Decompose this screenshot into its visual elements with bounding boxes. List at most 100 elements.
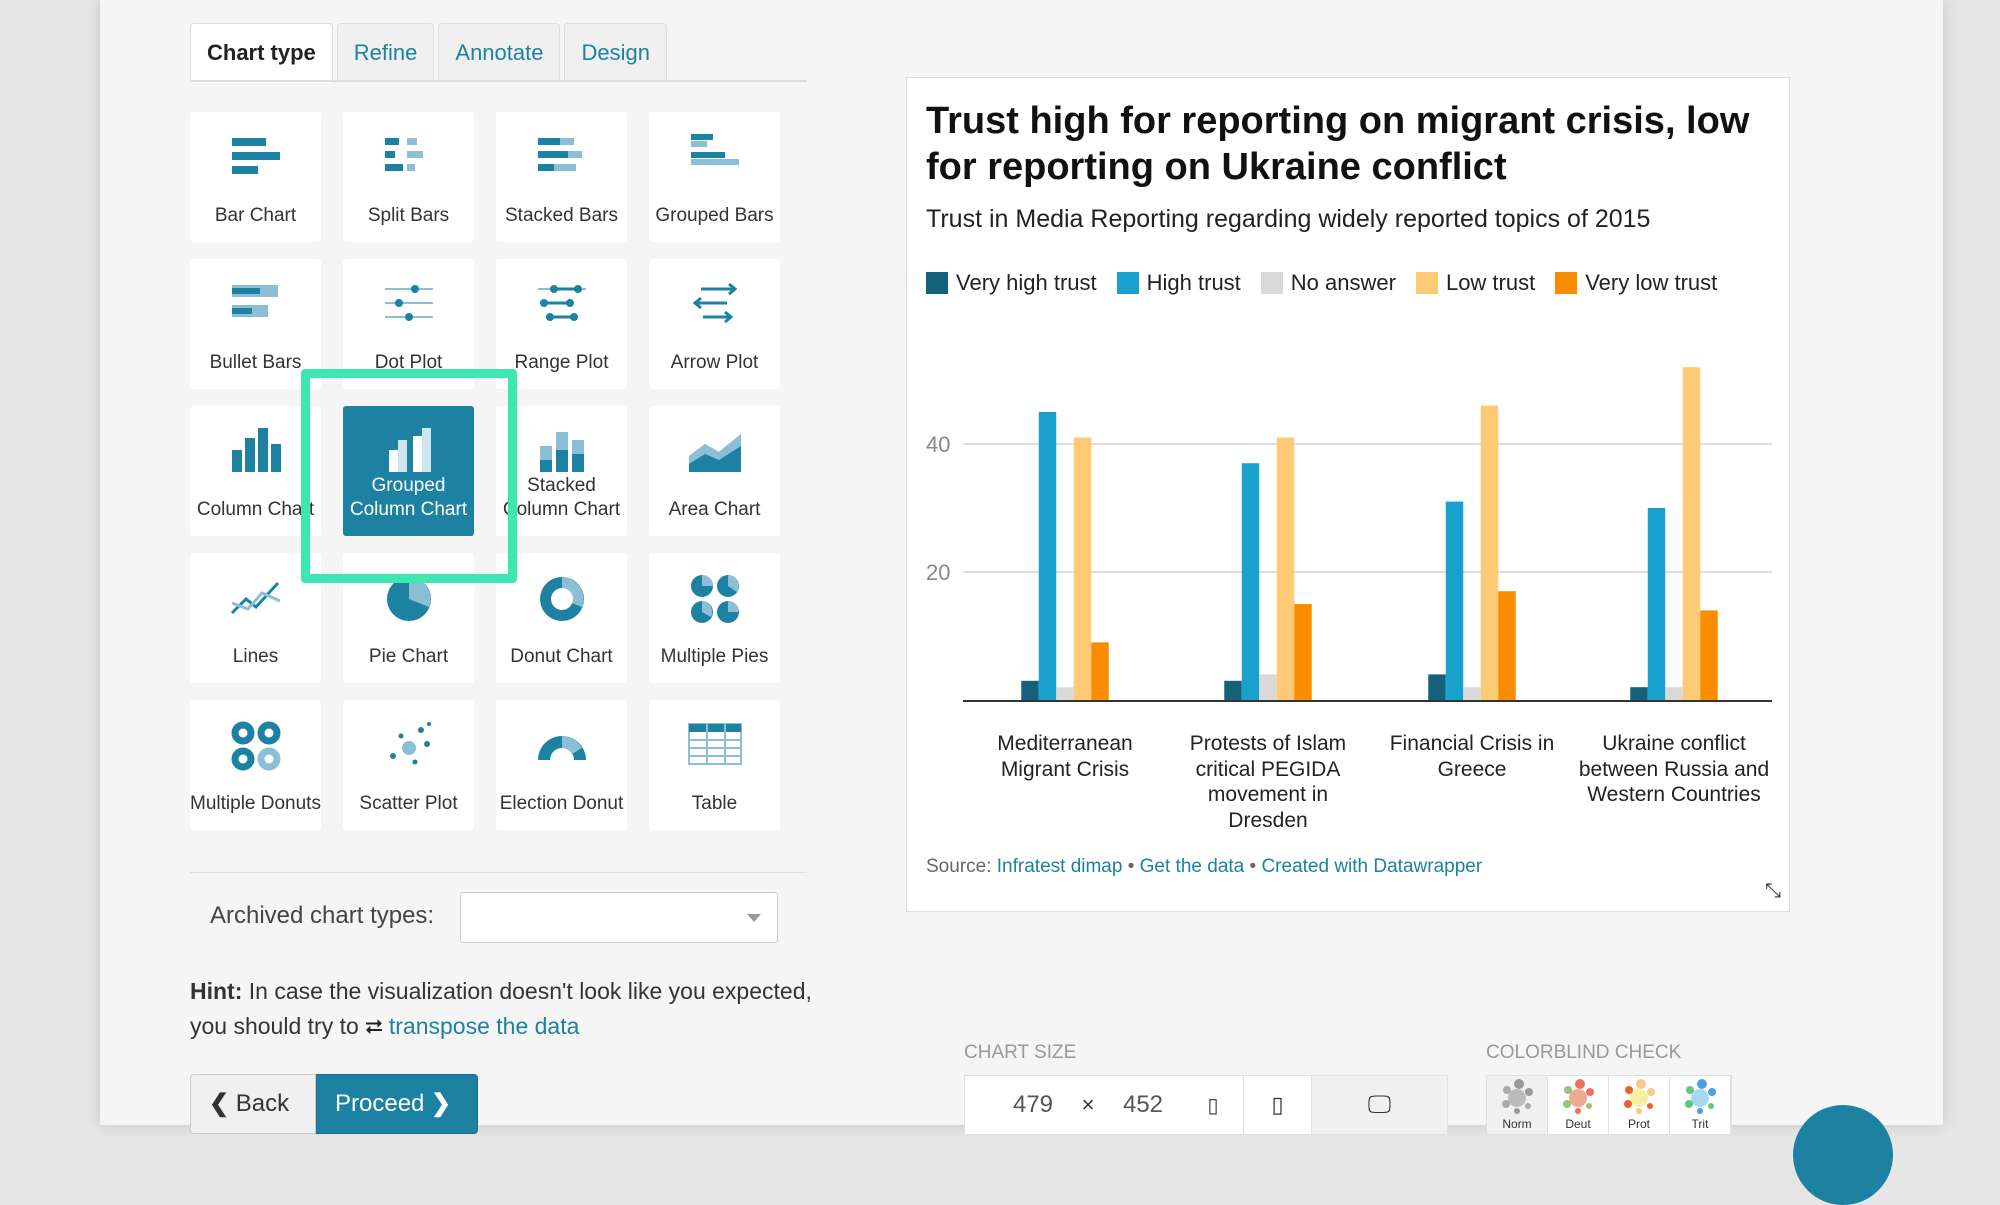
archived-label: Archived chart types: [210,902,435,929]
chart-type-label: Multiple Donuts [190,793,321,814]
archived-chart-types-select[interactable] [460,892,778,943]
tab-refine[interactable]: Refine [336,23,435,81]
colorblind-mode-label: Trit [1691,1117,1709,1131]
chart-type-split[interactable]: Split Bars [343,112,474,242]
get-data-link[interactable]: Get the data [1139,856,1245,877]
desktop-icon[interactable]: 🖵 [1311,1076,1447,1134]
help-button[interactable] [1793,1105,1893,1205]
chart-type-arrow[interactable]: Arrow Plot [649,259,780,389]
width-input[interactable]: 479 [1012,1091,1054,1118]
colorblind-mode-label: Prot [1627,1117,1650,1131]
phone-small-icon[interactable]: ▯ [1207,1094,1219,1117]
chart-type-bullet[interactable]: Bullet Bars [190,259,321,389]
chart-title: Trust high for reporting on migrant cris… [926,100,1750,188]
proceed-button[interactable]: Proceed ❯ [316,1074,478,1134]
chart-type-label: Split Bars [367,205,450,226]
legend-label: High trust [1146,270,1241,295]
chart-type-dot[interactable]: Dot Plot [343,259,474,389]
legend-swatch [1260,272,1283,294]
chart-type-donut[interactable]: Donut Chart [496,553,627,683]
chart-type-bar[interactable]: Bar Chart [190,112,321,242]
hint: Hint: In case the visualization doesn't … [190,974,830,1044]
back-button[interactable]: ❮ Back [190,1074,316,1134]
colorblind-dots-icon [1624,1079,1655,1114]
bar-very-high-trust [1630,687,1648,700]
legend-item: Low trust [1415,270,1536,296]
bar-very-low-trust [1498,591,1516,700]
colorblind-check: Norm Deut Prot Trit [1486,1075,1732,1135]
chart-type-label: Arrow Plot [670,352,759,373]
resize-handle-icon[interactable]: ⤡ [1765,880,1781,902]
chart-preview: Trust high for reporting on migrant cris… [906,77,1790,912]
height-input[interactable]: 452 [1122,1091,1164,1118]
chart-type-label: Election Donut [499,793,624,814]
step-tabs: Chart type Refine Annotate Design [190,23,667,83]
chart-type-label: Column Chart [196,499,315,520]
chart-subtitle: Trust in Media Reporting regarding widel… [926,205,1651,233]
chart-type-pie[interactable]: Pie Chart [343,553,474,683]
transpose-icon: ⮂ [365,1014,389,1039]
chart-type-column[interactable]: Column Chart [190,406,321,536]
chart-type-stacked[interactable]: Stacked Bars [496,112,627,242]
datawrapper-link[interactable]: Created with Datawrapper [1261,856,1483,877]
chart-type-lines[interactable]: Lines [190,553,321,683]
bar-no-answer [1463,687,1481,700]
tab-design[interactable]: Design [564,23,667,81]
chart-size-controls: 479 × 452 ▯ ▯ 🖵 [964,1075,1448,1135]
chart-type-edonut[interactable]: Election Donut [496,700,627,830]
tab-annotate[interactable]: Annotate [438,23,561,81]
colorblind-mode-norm[interactable]: Norm [1487,1076,1548,1134]
chart-type-area[interactable]: Area Chart [649,406,780,536]
chart-type-mpies[interactable]: Multiple Pies [649,553,780,683]
chart-type-label: Dot Plot [374,352,443,373]
chart-source: Source: Infratest dimap • Get the data •… [926,856,1482,878]
x-category-label: Financial Crisis in Greece [1389,732,1555,781]
chart-type-label: Bar Chart [214,205,297,226]
legend-swatch [1116,272,1139,294]
tab-divider [190,80,807,82]
colorblind-mode-prot[interactable]: Prot [1609,1076,1670,1134]
chart-type-scolumn[interactable]: Stacked Column Chart [496,406,627,536]
bar-very-high-trust [1224,680,1242,700]
colorblind-dots-icon [1685,1079,1716,1114]
chart-type-label: Lines [232,646,279,667]
source-link[interactable]: Infratest dimap [996,856,1123,877]
bar-low-trust [1276,437,1295,700]
legend-swatch [1415,272,1438,294]
legend-label: Low trust [1445,270,1536,295]
legend-item: No answer [1260,270,1396,296]
colorblind-dots-icon [1502,1079,1533,1114]
phone-icon[interactable]: ▯ [1243,1076,1311,1134]
bar-no-answer [1665,687,1683,700]
bar-very-low-trust [1700,610,1718,700]
separator: • [1127,856,1135,877]
bar-no-answer [1056,687,1074,700]
chart-type-label: Multiple Pies [660,646,769,667]
legend-label: No answer [1290,270,1396,295]
tab-chart-type[interactable]: Chart type [190,23,333,83]
colorblind-mode-label: Norm [1502,1117,1532,1131]
bar-low-trust [1682,367,1701,700]
colorblind-label: COLORBLIND CHECK [1486,1042,1682,1063]
chart-type-mdonuts[interactable]: Multiple Donuts [190,700,321,830]
hint-bold: Hint: [190,978,243,1004]
chart-type-grid: Bar Chart Split Bars Stacked Bars Grouped B… [190,112,780,830]
colorblind-mode-trit[interactable]: Trit [1670,1076,1731,1134]
chevron-down-icon [747,914,761,922]
chart-type-gcolumn[interactable]: Grouped Column Chart [343,406,474,536]
bar-very-high-trust [1428,674,1446,700]
colorblind-mode-deut[interactable]: Deut [1548,1076,1609,1134]
chart-type-table[interactable]: Table [649,700,780,830]
legend-item: High trust [1116,270,1241,296]
separator: • [1249,856,1257,877]
bar-very-high-trust [1021,680,1039,700]
chart-type-grouped[interactable]: Grouped Bars [649,112,780,242]
chart-type-scatter[interactable]: Scatter Plot [343,700,474,830]
proceed-label: Proceed [335,1090,425,1117]
chart-type-range[interactable]: Range Plot [496,259,627,389]
y-tick-label: 20 [926,560,950,585]
chart-type-label: Scatter Plot [359,793,458,814]
chevron-right-icon: ❯ [424,1090,452,1117]
transpose-link[interactable]: transpose the data [388,1013,580,1039]
